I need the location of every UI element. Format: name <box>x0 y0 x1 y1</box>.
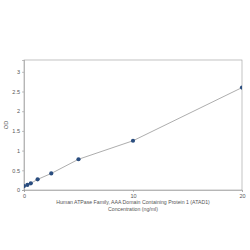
tick-mark <box>133 190 134 192</box>
tick-mark <box>22 151 24 152</box>
tick-label: 2 <box>17 108 20 114</box>
tick: 0.5 <box>12 168 24 174</box>
tick-label: 20 <box>239 193 245 199</box>
tick-mark <box>22 170 24 171</box>
y-axis-title: OD <box>3 121 9 129</box>
x-axis-title: Concentration (ng/ml) <box>108 206 158 212</box>
tick-label: 0 <box>23 193 26 199</box>
tick-mark <box>22 190 24 191</box>
tick: 0 <box>17 187 24 193</box>
plot-area <box>24 85 242 188</box>
tick: 1.5 <box>12 128 24 134</box>
tick: 10 <box>130 190 136 199</box>
tick: 2 <box>17 108 24 114</box>
tick-label: 3 <box>17 69 20 75</box>
tick-mark <box>242 190 243 192</box>
tick-label: 1 <box>17 148 20 154</box>
y-axis: 0 0.5 1 1.5 2 2.5 3 <box>12 61 24 194</box>
tick: 2.5 <box>12 89 24 95</box>
tick-label: 0 <box>17 187 20 193</box>
data-point <box>29 181 33 185</box>
curve-line <box>24 88 242 186</box>
tick-label: 0.5 <box>12 168 20 174</box>
tick-mark <box>22 111 24 112</box>
tick-label: 1.5 <box>12 128 20 134</box>
plot-frame <box>24 60 242 190</box>
tick: 0 <box>23 190 26 199</box>
tick: 3 <box>17 69 24 75</box>
axis-line <box>25 191 243 193</box>
data-point <box>131 139 135 143</box>
chart-title: Human ATPase Family, AAA Domain Containi… <box>56 199 210 205</box>
axis-line <box>22 61 25 191</box>
tick-mark <box>22 92 24 93</box>
data-point <box>240 85 242 89</box>
tick: 20 <box>239 190 245 199</box>
tick-mark <box>22 131 24 132</box>
data-point <box>36 177 40 181</box>
x-axis: 0 10 20 <box>23 190 246 199</box>
tick-label: 2.5 <box>12 89 20 95</box>
data-point <box>49 171 53 175</box>
tick-label: 10 <box>130 193 136 199</box>
tick-mark <box>22 72 24 73</box>
data-point <box>76 157 80 161</box>
chart-svg: 0 10 20 0 0.5 1 1.5 2 2.5 3 OD Human ATPase Family,… <box>0 0 250 250</box>
tick: 1 <box>17 148 24 154</box>
chart-container: 0 10 20 0 0.5 1 1.5 2 2.5 3 OD Human ATPase Family,… <box>0 0 250 250</box>
